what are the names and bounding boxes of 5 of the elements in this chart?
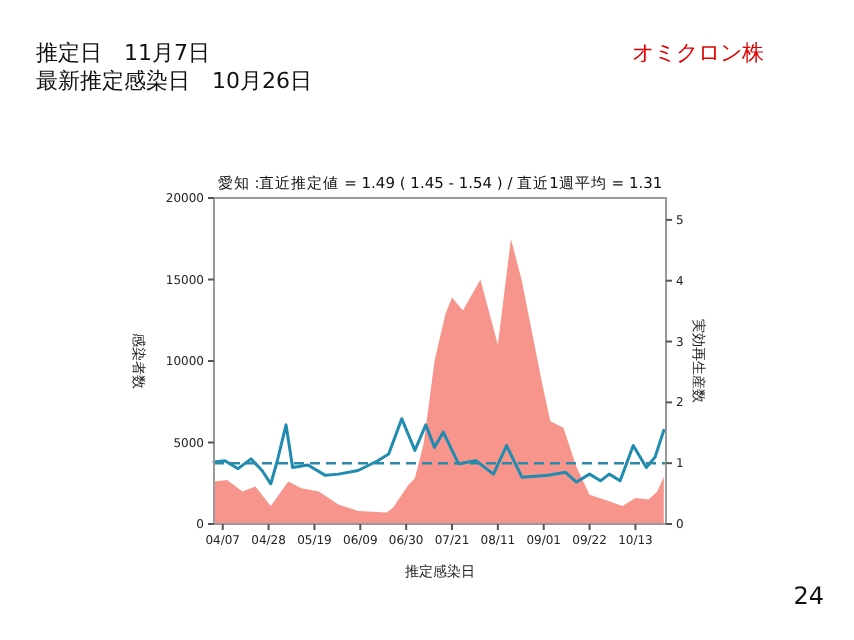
line-series <box>212 417 666 486</box>
text: オミクロン株 <box>632 40 764 66</box>
text: 最新推定感染日 10月26日 <box>36 68 312 94</box>
text: 24 <box>793 582 824 610</box>
text: 推定日 11月7日 <box>36 40 210 66</box>
